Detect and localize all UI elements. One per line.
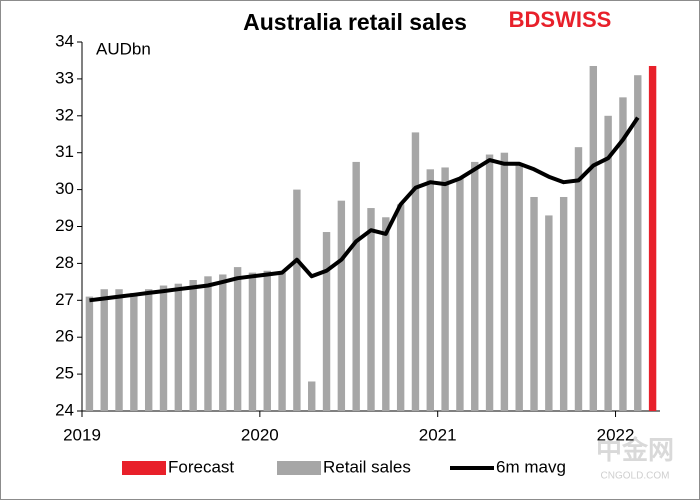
legend-label: 6m mavg: [496, 457, 566, 476]
bar: [189, 280, 197, 411]
bar: [604, 115, 612, 412]
y-tick-label: 24: [55, 400, 74, 419]
y-tick-label: 29: [55, 216, 74, 235]
chart-title: Australia retail sales: [243, 9, 467, 35]
bar: [426, 169, 434, 411]
bar: [619, 97, 627, 411]
y-tick-label: 27: [55, 290, 74, 309]
bar: [515, 163, 523, 411]
y-tick-label: 25: [55, 364, 74, 383]
bar: [159, 285, 168, 411]
bar: [308, 381, 316, 411]
bar: [634, 75, 642, 412]
bar: [530, 196, 538, 411]
legend-swatch: [277, 461, 321, 475]
legend-label: Forecast: [168, 457, 234, 476]
bar: [485, 154, 494, 412]
legend-swatch: [122, 461, 166, 475]
bar: [589, 65, 598, 412]
bar: [471, 161, 479, 411]
legend-label: Retail sales: [323, 457, 411, 476]
bar: [144, 289, 153, 411]
bar: [248, 272, 257, 411]
y-tick-label: 34: [55, 31, 74, 50]
bar: [204, 276, 212, 411]
bar: [337, 200, 346, 411]
watermark-sub: CNGOLD.COM: [601, 471, 670, 482]
bar: [174, 283, 183, 411]
bar: [115, 289, 123, 411]
y-tick-label: 30: [55, 179, 74, 198]
bar: [233, 267, 242, 411]
x-tick-label: 2022: [597, 425, 635, 444]
bar: [456, 178, 464, 411]
y-tick-label: 33: [55, 68, 74, 87]
y-tick-label: 31: [55, 142, 74, 161]
bar: [559, 196, 568, 411]
bar: [396, 204, 405, 411]
x-tick-label: 2019: [63, 425, 101, 444]
bar: [85, 296, 94, 411]
brand-logo: BDSWISS: [509, 7, 612, 32]
bar: [545, 215, 553, 411]
y-tick-label: 28: [55, 253, 74, 272]
bar: [100, 289, 108, 411]
x-tick-label: 2020: [241, 425, 279, 444]
bar: [322, 232, 331, 411]
bar: [293, 189, 301, 411]
bar: [352, 161, 360, 411]
watermark: 中金网: [596, 435, 674, 465]
x-tick-label: 2021: [419, 425, 457, 444]
bar: [574, 147, 583, 412]
bar: [500, 152, 509, 411]
bar: [441, 167, 449, 411]
bar: [382, 217, 390, 411]
bar: [130, 292, 138, 411]
y-tick-label: 32: [55, 105, 74, 124]
bar: [367, 208, 375, 411]
unit-label: AUDbn: [96, 39, 151, 58]
bar: [219, 274, 227, 411]
bar: [648, 65, 657, 412]
bar: [411, 132, 420, 411]
bar: [278, 272, 286, 411]
line: [89, 116, 640, 303]
y-tick-label: 26: [55, 327, 74, 346]
bar: [263, 270, 271, 411]
